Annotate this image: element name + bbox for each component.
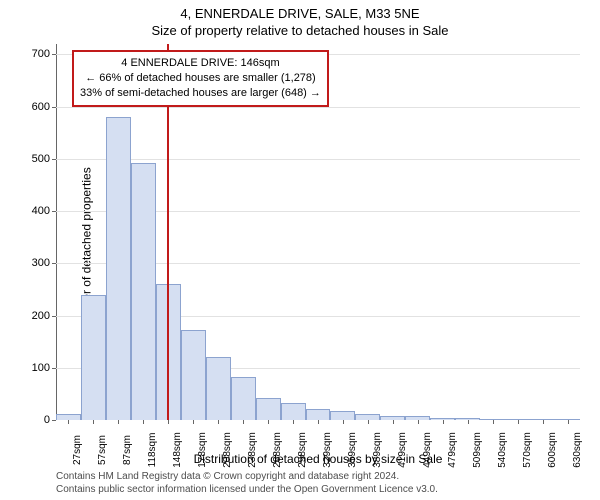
annotation-line: 4 ENNERDALE DRIVE: 146sqm	[80, 56, 321, 71]
histogram-bar	[206, 357, 231, 420]
y-tick-label: 300	[32, 257, 56, 269]
x-tick-mark	[418, 420, 419, 424]
y-tick-label: 200	[32, 310, 56, 322]
x-tick-mark	[493, 420, 494, 424]
annotation-line: 33% of semi-detached houses are larger (…	[80, 86, 321, 101]
x-tick-mark	[168, 420, 169, 424]
x-tick-mark	[93, 420, 94, 424]
chart-title-sub: Size of property relative to detached ho…	[0, 21, 600, 42]
x-tick-mark	[368, 420, 369, 424]
chart-title-main: 4, ENNERDALE DRIVE, SALE, M33 5NE	[0, 0, 600, 21]
x-tick-mark	[393, 420, 394, 424]
x-tick-mark	[468, 420, 469, 424]
footer-line-1: Contains HM Land Registry data © Crown c…	[56, 470, 580, 483]
y-axis-line	[56, 44, 57, 420]
histogram-bar	[181, 330, 206, 420]
y-tick-label: 600	[32, 101, 56, 113]
x-tick-mark	[118, 420, 119, 424]
x-tick-mark	[568, 420, 569, 424]
x-tick-mark	[443, 420, 444, 424]
histogram-bar	[106, 117, 131, 420]
y-tick-label: 0	[44, 414, 56, 426]
x-tick-mark	[343, 420, 344, 424]
y-tick-label: 500	[32, 153, 56, 165]
histogram-bar	[81, 295, 106, 420]
x-tick-mark	[243, 420, 244, 424]
x-tick-mark	[143, 420, 144, 424]
x-tick-mark	[543, 420, 544, 424]
footer-line-2: Contains public sector information licen…	[56, 483, 580, 496]
y-tick-label: 400	[32, 205, 56, 217]
histogram-bar	[231, 377, 256, 420]
x-axis-label: Distribution of detached houses by size …	[56, 452, 580, 466]
histogram-bar	[281, 403, 306, 420]
annotation-line: ← 66% of detached houses are smaller (1,…	[80, 71, 321, 86]
x-tick-mark	[193, 420, 194, 424]
histogram-bar	[131, 163, 156, 420]
x-tick-mark	[293, 420, 294, 424]
histogram-bar	[306, 409, 331, 420]
chart-plot-area: 010020030040050060070027sqm57sqm87sqm118…	[56, 44, 580, 420]
x-tick-mark	[218, 420, 219, 424]
x-tick-mark	[68, 420, 69, 424]
histogram-bar	[256, 398, 281, 420]
histogram-bar	[330, 411, 355, 420]
x-tick-mark	[268, 420, 269, 424]
x-tick-mark	[318, 420, 319, 424]
y-tick-label: 700	[32, 48, 56, 60]
annotation-box: 4 ENNERDALE DRIVE: 146sqm← 66% of detach…	[72, 50, 329, 107]
gridline	[56, 107, 580, 108]
x-tick-mark	[518, 420, 519, 424]
footer-attribution: Contains HM Land Registry data © Crown c…	[56, 470, 580, 496]
y-tick-label: 100	[32, 362, 56, 374]
gridline	[56, 159, 580, 160]
